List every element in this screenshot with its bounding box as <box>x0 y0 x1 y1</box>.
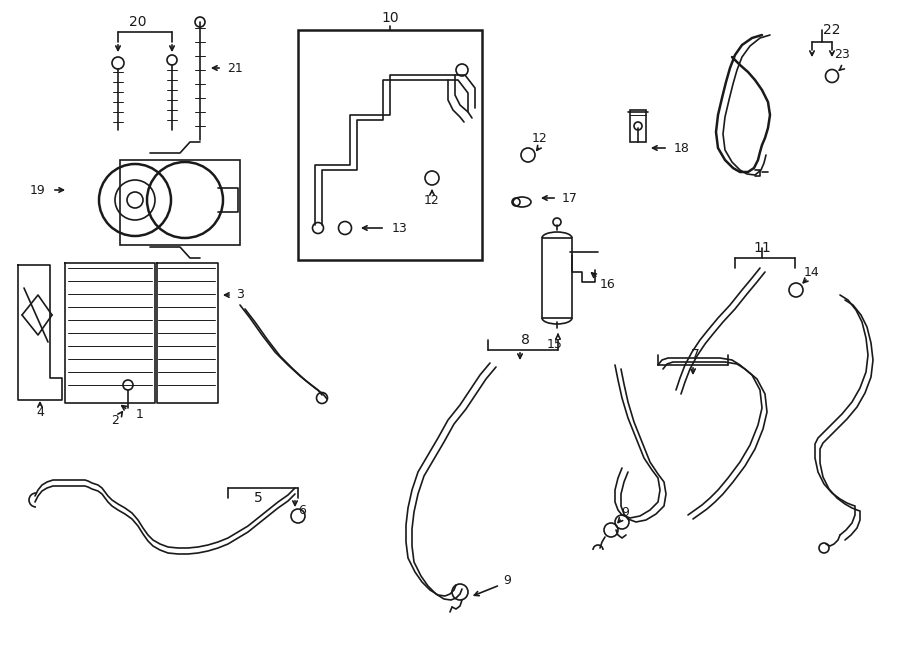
Text: 2: 2 <box>111 414 119 426</box>
Text: 12: 12 <box>424 194 440 206</box>
Text: 11: 11 <box>753 241 771 255</box>
Text: 16: 16 <box>600 278 616 292</box>
Text: 4: 4 <box>36 405 44 418</box>
Bar <box>630 110 646 142</box>
Text: 3: 3 <box>236 288 244 301</box>
Text: 21: 21 <box>227 61 243 75</box>
Bar <box>298 30 482 260</box>
Text: 13: 13 <box>392 221 408 235</box>
Text: 23: 23 <box>834 48 850 61</box>
Text: 5: 5 <box>254 491 263 505</box>
Text: 17: 17 <box>562 192 578 204</box>
Text: 1: 1 <box>136 408 144 422</box>
Text: 9: 9 <box>503 574 511 586</box>
Text: 19: 19 <box>30 184 46 196</box>
Text: 7: 7 <box>690 348 699 362</box>
Text: 6: 6 <box>298 504 306 516</box>
Text: 12: 12 <box>532 132 548 145</box>
Text: 14: 14 <box>804 266 820 278</box>
Text: 10: 10 <box>382 11 399 25</box>
Bar <box>542 238 572 318</box>
Text: 22: 22 <box>824 23 841 37</box>
Text: 15: 15 <box>547 338 562 352</box>
Text: 8: 8 <box>520 333 529 347</box>
Bar <box>120 160 240 245</box>
Text: 18: 18 <box>674 141 690 155</box>
Text: 9: 9 <box>621 506 629 518</box>
Text: 20: 20 <box>130 15 147 29</box>
